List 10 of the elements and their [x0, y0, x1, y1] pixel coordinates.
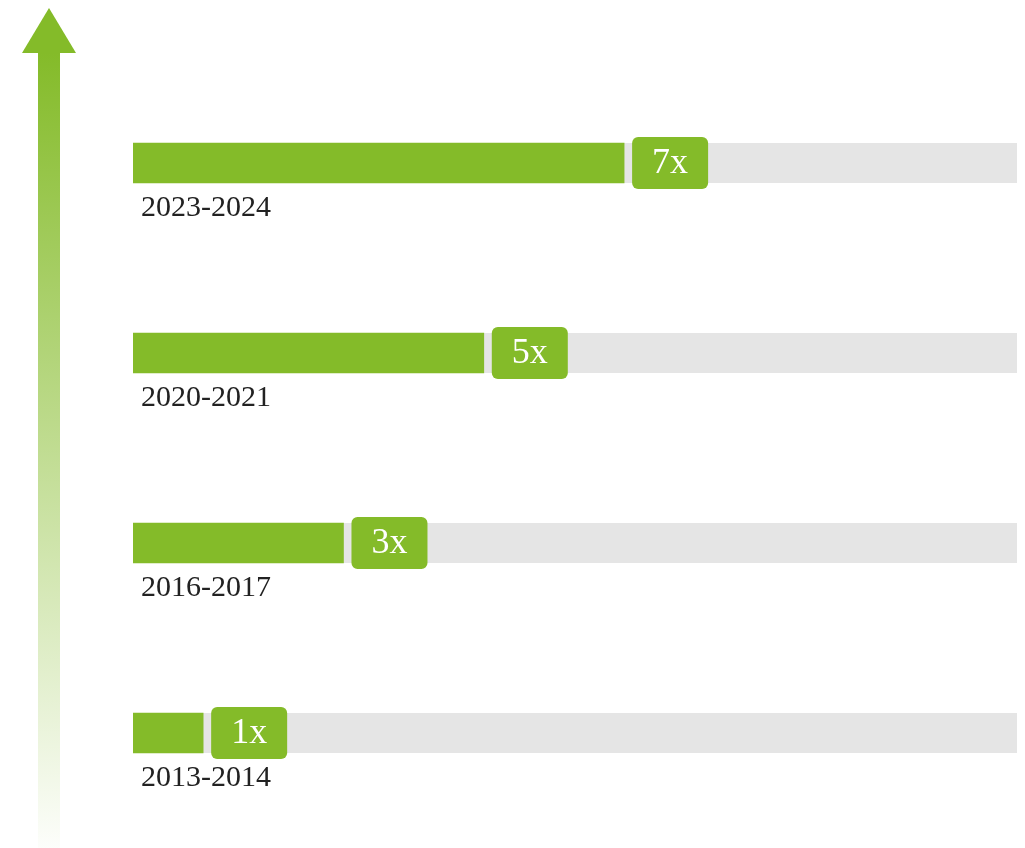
data-label: 1x [231, 711, 268, 752]
y-tick-label: 2016-2017 [141, 568, 271, 602]
data-label: 3x [371, 521, 408, 562]
bar [133, 712, 204, 754]
data-label: 7x [652, 141, 689, 182]
y-tick-label: 2013-2014 [141, 758, 271, 792]
y-tick-label: 2023-2024 [141, 188, 271, 222]
data-label: 5x [511, 331, 548, 372]
bar [133, 522, 344, 564]
y-tick-label: 2020-2021 [141, 378, 271, 412]
